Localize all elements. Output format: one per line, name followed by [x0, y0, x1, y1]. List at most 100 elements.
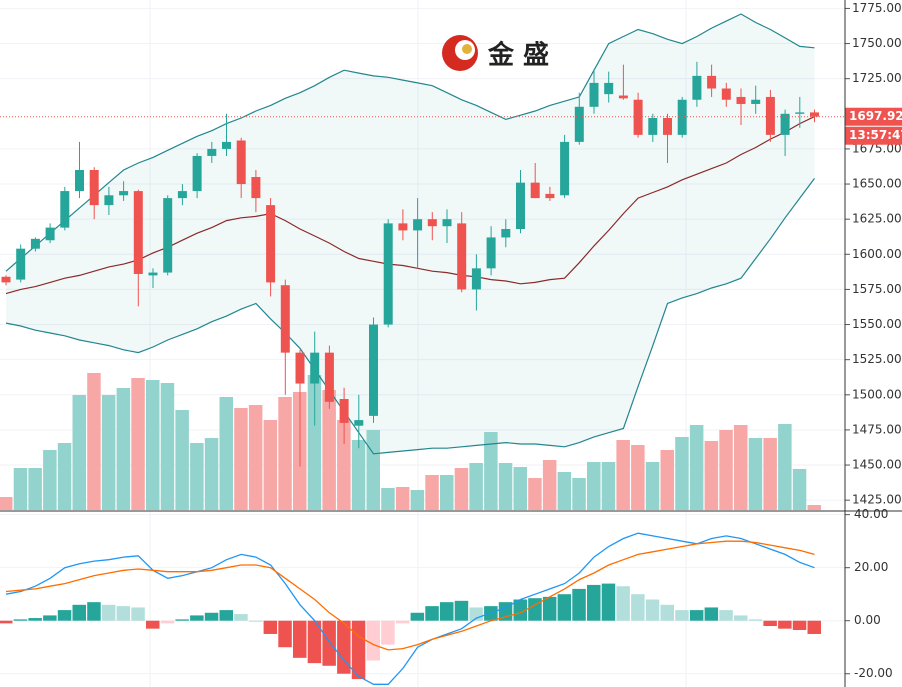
candle-body [324, 352, 334, 402]
candle-body [30, 238, 40, 249]
volume-bar [425, 475, 439, 510]
candle-body [530, 182, 540, 199]
volume-bar [734, 425, 748, 510]
volume-bar [763, 438, 777, 510]
macd-histogram-bar [792, 620, 807, 630]
candle-body [104, 195, 114, 206]
macd-histogram-bar [528, 598, 542, 621]
macd-histogram-bar [190, 615, 204, 621]
macd-histogram-bar [719, 610, 733, 621]
volume-bar [557, 472, 572, 510]
volume-bar [513, 467, 527, 510]
y-tick-label: 1650.00 [852, 177, 902, 191]
macd-histogram-bar [454, 600, 469, 621]
candle-body [486, 237, 496, 269]
candle-body [427, 219, 437, 227]
volume-bar [631, 445, 645, 510]
y-tick-label: 1500.00 [852, 387, 902, 401]
volume-bar [190, 443, 204, 510]
candle-body [207, 148, 217, 156]
candle-body [222, 141, 231, 149]
volume-bar [675, 437, 689, 510]
volume-bar [528, 478, 542, 510]
volume-bar [410, 490, 425, 510]
macd-histogram-bar [0, 620, 13, 624]
candle-body [795, 112, 805, 114]
candle-body [721, 88, 731, 100]
volume-bar [307, 375, 322, 510]
macd-histogram-bar [572, 588, 586, 621]
candle-body [501, 229, 511, 238]
volume-bar [131, 378, 145, 510]
volume-bar [116, 388, 131, 510]
macd-histogram-bar [57, 610, 72, 621]
candle-body [692, 75, 702, 100]
y-tick-label: 1600.00 [852, 247, 902, 261]
candle-body [133, 191, 143, 274]
logo: 金 盛 [442, 35, 549, 71]
macd-line [5, 540, 815, 651]
candle-body [119, 191, 129, 196]
volume-bar [601, 462, 616, 510]
macd-histogram-bar [87, 602, 101, 621]
volume-bar [337, 420, 351, 510]
candle-body [192, 155, 202, 192]
macd-histogram-bar [587, 584, 601, 621]
candle-body [663, 118, 672, 135]
volume-bar [0, 497, 13, 510]
volume-bar [219, 397, 233, 510]
candle-body [148, 272, 158, 276]
candle-body [648, 118, 658, 135]
candle-body [707, 75, 717, 89]
candle-body [618, 95, 628, 99]
macd-histogram-bar [248, 620, 263, 622]
volume-bar [204, 438, 219, 510]
volume-bar [542, 460, 557, 510]
volume-bar [175, 410, 189, 510]
macd-histogram-bar [160, 620, 175, 624]
y-tick-label: 1550.00 [852, 317, 902, 331]
volume-bar [87, 373, 101, 510]
macd-histogram-bar [675, 610, 689, 621]
macd-histogram-bar [660, 604, 674, 621]
volume-bar [587, 462, 601, 510]
macd-histogram-bar [645, 599, 660, 621]
macd-histogram-bar [278, 620, 292, 648]
macd-histogram-bar [234, 614, 248, 621]
candle-body [177, 191, 187, 199]
y-tick-label: 1775.00 [852, 1, 902, 15]
candle-body [251, 177, 261, 199]
candle-body [574, 106, 584, 142]
volume-bar [719, 430, 733, 510]
volume-bar [381, 488, 395, 510]
y-tick-label: 1475.00 [852, 422, 902, 436]
macd-histogram-bar [116, 606, 131, 621]
macd-histogram-bar [381, 620, 395, 645]
macd-line [5, 532, 815, 685]
y-tick-label: -20.00 [854, 666, 893, 680]
candle-body [354, 420, 364, 426]
candle-body [442, 219, 452, 227]
macd-histogram-bar [542, 596, 557, 621]
candle-body [810, 112, 819, 117]
candle-body [516, 182, 525, 230]
macd-histogram-bar [293, 620, 307, 658]
volume-bar [807, 505, 821, 510]
bollinger-lower [5, 178, 815, 455]
macd-histogram-bar [763, 620, 777, 627]
candle-body [45, 227, 55, 241]
candle-body [765, 96, 775, 135]
macd-histogram-bar [146, 620, 160, 629]
y-tick-label: 1425.00 [852, 493, 902, 507]
volume-bar [792, 469, 807, 510]
macd-histogram-bar [734, 615, 748, 621]
candle-body [295, 352, 305, 384]
logo-text: 金 盛 [487, 40, 549, 71]
macd-histogram-bar [425, 606, 439, 621]
volume-bar [616, 440, 630, 510]
volume-bar [704, 441, 719, 510]
volume-bar [57, 443, 72, 510]
macd-histogram-bar [101, 604, 116, 621]
candle-body [633, 99, 643, 135]
